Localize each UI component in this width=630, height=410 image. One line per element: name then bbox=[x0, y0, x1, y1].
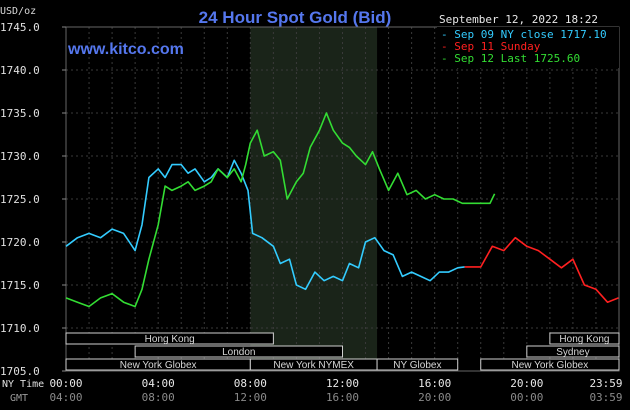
y-tick-label: 1735.0 bbox=[0, 107, 40, 120]
market-session-label: Hong Kong bbox=[559, 334, 609, 345]
price-series bbox=[65, 112, 619, 308]
y-tick-label: 1740.0 bbox=[0, 64, 40, 77]
market-session-bar bbox=[134, 345, 343, 358]
series-line bbox=[65, 159, 465, 291]
timestamp: September 12, 2022 18:22 bbox=[439, 13, 598, 26]
y-tick-label: 1710.0 bbox=[0, 322, 40, 335]
market-session-bar bbox=[549, 332, 620, 345]
grid-lines bbox=[65, 26, 620, 372]
legend-entry: - Sep 12 Last 1725.60 bbox=[441, 52, 580, 65]
ny-session-shading bbox=[250, 27, 378, 371]
y-axis-label: USD/oz bbox=[0, 6, 36, 17]
market-session-label: NY Globex bbox=[393, 360, 441, 371]
x-tick-label-gmt: 12:00 bbox=[234, 391, 267, 404]
x-tick-label-ny: 23:59 bbox=[589, 377, 622, 390]
x-axis-label-ny: NY Time bbox=[2, 379, 44, 390]
y-tick-label: 1725.0 bbox=[0, 193, 40, 206]
x-tick-label-ny: 08:00 bbox=[234, 377, 267, 390]
y-tick-label: 1720.0 bbox=[0, 236, 40, 249]
x-tick-label-ny: 04:00 bbox=[142, 377, 175, 390]
series-line bbox=[65, 112, 496, 308]
market-session-bar bbox=[480, 358, 620, 371]
legend: - Sep 09 NY close 1717.10- Sep 11 Sunday… bbox=[437, 27, 619, 68]
market-session-label: London bbox=[222, 347, 255, 358]
x-tick-label-gmt: 16:00 bbox=[326, 391, 359, 404]
y-tick-label: 1705.0 bbox=[0, 365, 40, 378]
x-tick-label-gmt: 04:00 bbox=[49, 391, 82, 404]
x-axis-label-gmt: GMT bbox=[10, 393, 28, 404]
x-tick-label-gmt: 00:00 bbox=[510, 391, 543, 404]
legend-entry: - Sep 09 NY close 1717.10 bbox=[441, 28, 607, 41]
y-tick-label: 1715.0 bbox=[0, 279, 40, 292]
website-link[interactable]: www.kitco.com bbox=[67, 41, 184, 58]
x-tick-label-ny: 16:00 bbox=[418, 377, 451, 390]
y-tick-label: 1745.0 bbox=[0, 21, 40, 34]
x-tick-label-ny: 00:00 bbox=[49, 377, 82, 390]
y-tick-label: 1730.0 bbox=[0, 150, 40, 163]
x-tick-label-gmt: 03:59 bbox=[589, 391, 622, 404]
chart-title: 24 Hour Spot Gold (Bid) bbox=[199, 8, 392, 27]
x-tick-label-gmt: 08:00 bbox=[142, 391, 175, 404]
market-session-label: Hong Kong bbox=[145, 334, 195, 345]
market-session-label: Sydney bbox=[556, 347, 589, 358]
legend-entry: - Sep 11 Sunday bbox=[441, 40, 541, 53]
market-session-bar bbox=[65, 332, 274, 345]
series-line bbox=[464, 236, 619, 304]
x-tick-label-gmt: 20:00 bbox=[418, 391, 451, 404]
x-tick-label-ny: 20:00 bbox=[510, 377, 543, 390]
x-tick-label-ny: 12:00 bbox=[326, 377, 359, 390]
market-session-label: New York Globex bbox=[120, 360, 197, 371]
legend-box bbox=[437, 27, 619, 68]
y-axis: 1745.0 1740.0 1735.0 1730.0 1725.0 1720.0 1715… bbox=[0, 21, 66, 378]
market-session-label: New York NYMEX bbox=[273, 360, 354, 371]
market-session-bar bbox=[376, 358, 459, 371]
market-session-label: New York Globex bbox=[512, 360, 589, 371]
market-sessions: Hong Kong London New York Globex New York N… bbox=[65, 332, 620, 371]
market-session-bar bbox=[526, 345, 620, 358]
